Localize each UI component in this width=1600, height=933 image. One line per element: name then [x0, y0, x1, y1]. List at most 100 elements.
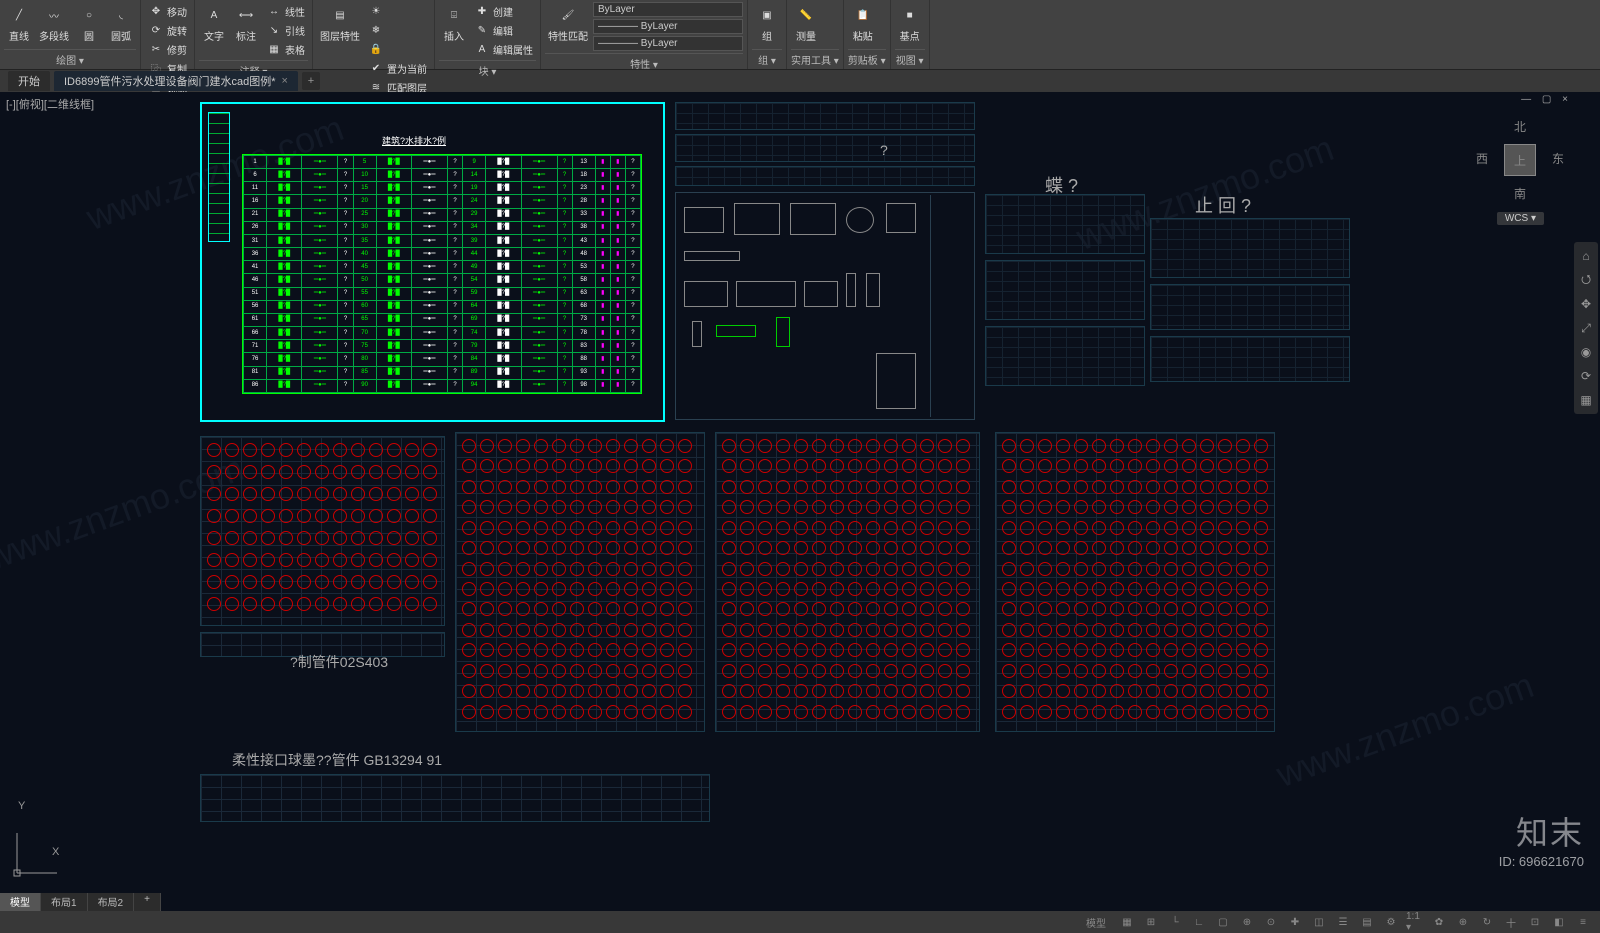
- cad-symbol: [405, 487, 419, 501]
- circle-icon: ○: [77, 3, 101, 27]
- legend-cell: █?█: [267, 313, 302, 326]
- symbol-row: [207, 443, 437, 461]
- symbol-row: [1002, 459, 1268, 477]
- dimension-button[interactable]: ⟷标注: [231, 2, 261, 58]
- cad-symbol: [920, 480, 934, 494]
- create-button[interactable]: ✚创建: [471, 2, 536, 20]
- edit-button[interactable]: ✎编辑: [471, 21, 536, 39]
- lineweight-select[interactable]: ———— ByLayer: [593, 36, 743, 51]
- paste-button[interactable]: 📋粘贴: [848, 2, 878, 44]
- cad-symbol: [1236, 684, 1250, 698]
- layer-c-button[interactable]: 🔒: [365, 40, 430, 58]
- text-button[interactable]: A文字: [199, 2, 229, 58]
- move-button[interactable]: ✥移动: [145, 2, 190, 20]
- status-button-9[interactable]: ◫: [1310, 914, 1328, 930]
- cad-symbol: [866, 500, 880, 514]
- linear-button[interactable]: ↔线性: [263, 2, 308, 20]
- layer-select[interactable]: ByLayer: [593, 2, 743, 17]
- cad-symbol: [552, 664, 566, 678]
- status-button-10[interactable]: ☰: [1334, 914, 1352, 930]
- status-button-13[interactable]: 1:1 ▾: [1406, 914, 1424, 930]
- basepoint-button[interactable]: ■基点: [895, 2, 925, 44]
- layout-tab-布局2[interactable]: 布局2: [88, 893, 135, 911]
- status-button-16[interactable]: ↻: [1478, 914, 1496, 930]
- close-icon[interactable]: ×: [282, 75, 288, 87]
- ribbon-group-label[interactable]: 组 ▾: [752, 49, 782, 67]
- circle-button[interactable]: ○圆: [74, 2, 104, 44]
- legend-cell: █?█: [376, 287, 411, 300]
- status-button-6[interactable]: ⊕: [1238, 914, 1256, 930]
- ribbon-group-label[interactable]: 剪贴板 ▾: [848, 49, 886, 67]
- tab-document[interactable]: ID6899管件污水处理设备阀门建水cad图例* ×: [54, 71, 298, 91]
- layer-props-button[interactable]: ▤图层特性: [317, 2, 363, 96]
- layer-a-button[interactable]: ☀: [365, 2, 430, 20]
- status-button-0[interactable]: 模型: [1080, 914, 1112, 930]
- cad-symbol: [1056, 623, 1070, 637]
- status-button-12[interactable]: ⚙: [1382, 914, 1400, 930]
- tool-label: 移动: [167, 4, 187, 19]
- cad-symbol: [333, 443, 347, 457]
- cad-symbol: [1182, 623, 1196, 637]
- status-button-4[interactable]: ∟: [1190, 914, 1208, 930]
- cad-symbol: [606, 480, 620, 494]
- status-button-3[interactable]: └: [1166, 914, 1184, 930]
- create-icon: ✚: [474, 3, 490, 19]
- status-button-1[interactable]: ▦: [1118, 914, 1136, 930]
- ribbon-group-label[interactable]: 实用工具 ▾: [791, 49, 839, 67]
- set-current-button[interactable]: ✔置为当前: [365, 59, 430, 77]
- cad-symbol: [956, 439, 970, 453]
- status-button-17[interactable]: 十: [1502, 914, 1520, 930]
- leader-button[interactable]: ↘引线: [263, 21, 308, 39]
- add-tab-button[interactable]: +: [302, 72, 320, 90]
- table-button[interactable]: ▦表格: [263, 40, 308, 58]
- dimension-icon: ⟷: [234, 3, 258, 27]
- layout-tab-+[interactable]: +: [134, 893, 161, 911]
- linetype-select[interactable]: ———— ByLayer: [593, 19, 743, 34]
- ribbon-group-label[interactable]: 块 ▾: [439, 60, 536, 78]
- trim-button[interactable]: ✂修剪: [145, 40, 190, 58]
- status-button-15[interactable]: ⊕: [1454, 914, 1472, 930]
- cad-symbol: [1146, 643, 1160, 657]
- equipment-panel: [675, 192, 975, 420]
- layout-tab-布局1[interactable]: 布局1: [41, 893, 88, 911]
- equipment-block: [736, 281, 796, 307]
- cad-symbol: [1182, 541, 1196, 555]
- ribbon-group-label[interactable]: 特性 ▾: [545, 53, 743, 71]
- insert-button[interactable]: ⌹插入: [439, 2, 469, 58]
- ribbon-group-label[interactable]: 视图 ▾: [895, 49, 925, 67]
- line-button[interactable]: ╱直线: [4, 2, 34, 44]
- edit-attr-button[interactable]: A编辑属性: [471, 40, 536, 58]
- status-button-14[interactable]: ✿: [1430, 914, 1448, 930]
- ribbon-group-label[interactable]: 绘图 ▾: [4, 49, 136, 67]
- status-button-7[interactable]: ⊙: [1262, 914, 1280, 930]
- ucs-icon[interactable]: X Y: [12, 828, 62, 881]
- status-button-20[interactable]: ≡: [1574, 914, 1592, 930]
- drawing-canvas[interactable]: [-][俯视][二维线框] — ▢ × 北 南 西 东 上 WCS ▾ ⌂⭯✥⤢…: [0, 92, 1600, 911]
- legend-cell: █?█: [486, 261, 521, 274]
- match-props-button[interactable]: 🖌特性匹配: [545, 2, 591, 51]
- symbol-row: [207, 487, 437, 505]
- layout-tabs: 模型布局1布局2+: [0, 893, 161, 911]
- tab-start[interactable]: 开始: [8, 71, 50, 91]
- rotate-button[interactable]: ⟳旋转: [145, 21, 190, 39]
- layout-tab-模型[interactable]: 模型: [0, 893, 41, 911]
- arc-button[interactable]: ◟圆弧: [106, 2, 136, 44]
- status-button-18[interactable]: ⊡: [1526, 914, 1544, 930]
- status-button-8[interactable]: ✚: [1286, 914, 1304, 930]
- cad-symbol: [1002, 582, 1016, 596]
- polyline-button[interactable]: 〰多段线: [36, 2, 72, 44]
- group-button[interactable]: ▣组: [752, 2, 782, 44]
- status-button-5[interactable]: ▢: [1214, 914, 1232, 930]
- cad-symbol: [830, 705, 844, 719]
- legend-cell: ═●═: [411, 353, 447, 366]
- status-button-11[interactable]: ▤: [1358, 914, 1376, 930]
- legend-cell: █?█: [486, 353, 521, 366]
- layer-b-button[interactable]: ❄: [365, 21, 430, 39]
- status-button-19[interactable]: ◧: [1550, 914, 1568, 930]
- status-button-2[interactable]: ⊞: [1142, 914, 1160, 930]
- legend-cell: 69: [463, 313, 486, 326]
- cad-symbol: [534, 664, 548, 678]
- measure-button[interactable]: 📏测量: [791, 2, 821, 44]
- cad-symbol: [570, 582, 584, 596]
- legend-cell: ▮: [595, 234, 610, 247]
